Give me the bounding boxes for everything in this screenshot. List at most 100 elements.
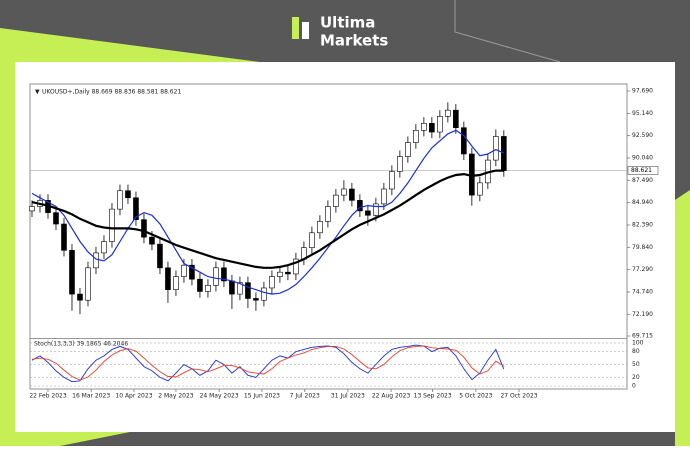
candle-body	[149, 236, 155, 245]
candle-body	[253, 298, 259, 301]
candle-body	[133, 197, 139, 220]
y-tick-label: 20	[632, 374, 640, 381]
candle-body	[445, 109, 451, 117]
candle-body	[237, 282, 243, 295]
chart-title: UKOUSD+,Daily 88.669 88.836 88.581 88.62…	[42, 89, 181, 96]
candle-body	[101, 241, 107, 254]
moving-average	[31, 129, 505, 295]
candle-body	[229, 280, 235, 295]
candle-body	[197, 278, 203, 292]
stoch-line	[31, 345, 505, 381]
candle-body	[349, 188, 355, 201]
y-tick-label: 69.715	[632, 332, 653, 339]
y-tick-label: 87.490	[632, 177, 653, 184]
candle-body	[405, 142, 411, 157]
candle-body	[85, 267, 91, 301]
candle-body	[293, 258, 299, 275]
x-tick-label: 10 Apr 2023	[115, 393, 152, 400]
x-tick-label: 24 May 2023	[200, 393, 239, 400]
x-tick-label: 13 Sep 2023	[414, 393, 452, 400]
candle-body	[53, 212, 59, 225]
moving-average	[31, 169, 504, 269]
x-tick-label: 22 Feb 2023	[29, 393, 67, 400]
candle-body	[141, 219, 147, 238]
x-tick-label: 31 Jul 2023	[331, 393, 365, 400]
candle-body	[493, 136, 499, 161]
candle-body	[357, 200, 363, 212]
candle-body	[69, 249, 75, 295]
candle-body	[413, 130, 419, 143]
candle-body	[117, 190, 123, 210]
candle-body	[501, 136, 507, 171]
y-tick-label: 80	[632, 348, 640, 355]
candle-body	[93, 252, 99, 269]
stoch-title: Stoch(13,3,3) 39.1865 46.2046	[34, 341, 128, 348]
x-tick-label: 7 Jul 2023	[290, 393, 320, 400]
y-tick-label: 82.390	[632, 221, 653, 228]
candle-body	[309, 232, 315, 248]
collapse-arrow: ▼	[35, 89, 40, 96]
candle-body	[341, 188, 347, 196]
candle-body	[397, 156, 403, 172]
logo-mark	[302, 22, 309, 39]
logo: Ultima Markets	[292, 14, 388, 50]
y-tick-label: 77.290	[632, 266, 653, 273]
candle-body	[125, 190, 131, 199]
x-tick-label: 27 Oct 2023	[500, 393, 537, 400]
candle-body	[61, 223, 67, 251]
last-price-label: 88.621	[631, 167, 652, 174]
candle-body	[109, 208, 115, 242]
candle-body	[477, 182, 483, 196]
stoch-line	[31, 344, 505, 383]
candle-body	[29, 206, 35, 212]
y-tick-label: 90.040	[632, 154, 653, 161]
x-tick-label: 22 Aug 2023	[372, 393, 411, 400]
candle-body	[365, 210, 371, 216]
candle-body	[317, 221, 323, 234]
candle-body	[325, 206, 331, 222]
candle-body	[461, 127, 467, 155]
x-tick-label: 16 Mar 2023	[72, 393, 110, 400]
y-tick-label: 72.190	[632, 311, 653, 318]
price-chart: 97.690 95.140 92.590 90.040 87.490 84.940 82.3…	[29, 87, 659, 400]
candle-body	[189, 264, 195, 280]
candle-body	[453, 109, 459, 128]
candle-body	[269, 276, 275, 289]
plot-frame	[29, 83, 628, 390]
accent-left	[0, 62, 15, 446]
candle-body	[221, 267, 227, 282]
accent-right	[675, 190, 690, 446]
candle-body	[421, 123, 427, 131]
x-tick-label: 2 May 2023	[158, 393, 193, 400]
candle-body	[285, 271, 291, 275]
candle-body	[333, 194, 339, 207]
y-tick-label: 50	[632, 361, 640, 368]
logo-text: Markets	[320, 32, 388, 50]
candle-body	[165, 267, 171, 291]
candle-body	[77, 293, 83, 301]
y-tick-label: 92.590	[632, 132, 653, 139]
candle-body	[181, 264, 187, 277]
y-tick-label: 97.690	[632, 87, 653, 94]
candle-body	[205, 285, 211, 292]
y-tick-label: 0	[632, 383, 636, 390]
candle-body	[437, 116, 443, 133]
last-price-box	[627, 166, 659, 175]
accent-bottom	[0, 432, 130, 446]
y-tick-label: 100	[632, 340, 644, 347]
accent-band	[0, 28, 260, 62]
y-tick-label: 84.940	[632, 199, 653, 206]
candle-body	[429, 123, 435, 133]
logo-mark	[292, 17, 299, 39]
logo-text: Ultima	[320, 14, 375, 32]
candle-body	[213, 267, 219, 286]
candle-body	[245, 282, 251, 299]
x-tick-label: 15 Jun 2023	[244, 393, 280, 400]
candle-body	[157, 243, 163, 269]
candle-body	[261, 287, 267, 301]
candle-body	[173, 276, 179, 291]
candle-body	[381, 188, 387, 205]
